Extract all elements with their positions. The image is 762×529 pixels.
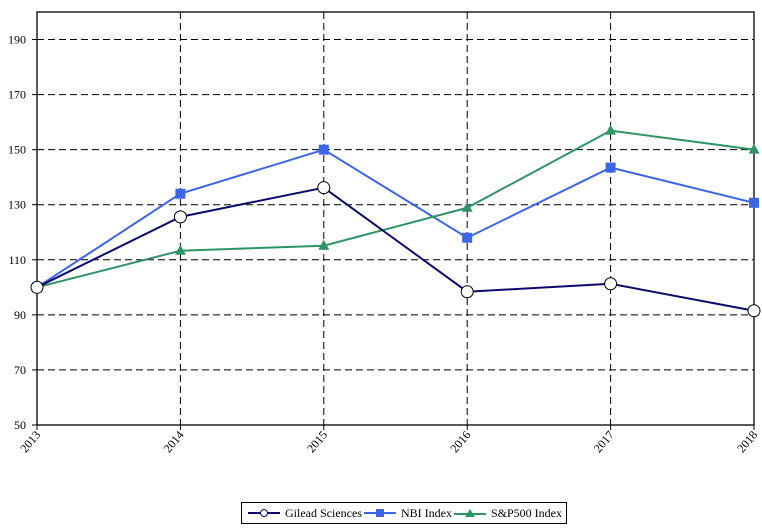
y-tick-label: 190: [8, 33, 26, 47]
legend-item-sp500: S&P500 Index: [452, 506, 562, 521]
triangle-marker-icon: [318, 239, 330, 250]
square-marker-icon: [175, 188, 186, 199]
y-tick-label: 90: [14, 308, 26, 322]
legend-item-gilead: Gilead Sciences: [246, 506, 362, 521]
x-tick-label: 2016: [447, 428, 473, 455]
legend-label-nbi: NBI Index: [400, 505, 452, 520]
series-line: [36, 129, 755, 289]
series-lines: [30, 124, 761, 318]
triangle-marker-icon: [174, 244, 186, 255]
series-line: [36, 186, 755, 312]
circle-marker-icon: [604, 277, 618, 291]
circle-marker-icon: [248, 509, 280, 517]
legend-item-nbi: NBI Index: [362, 506, 452, 521]
legend: Gilead Sciences NBI Index S&P500 Index: [241, 502, 567, 524]
circle-marker-icon: [173, 210, 187, 224]
x-axis: 2013 2014 2015 2016 2017 2018: [17, 425, 760, 455]
square-marker-icon: [318, 144, 329, 155]
y-tick-label: 130: [8, 198, 26, 212]
x-tick-label: 2017: [591, 428, 617, 455]
y-tick-label: 110: [8, 253, 26, 267]
grid-lines: [37, 12, 754, 425]
x-tick-label: 2018: [734, 428, 760, 455]
x-tick-label: 2015: [304, 428, 330, 455]
y-axis: 50 70 90 110 130 150 170 190: [8, 33, 37, 432]
legend-label-gilead: Gilead Sciences: [285, 505, 362, 520]
triangle-marker-icon: [748, 143, 760, 154]
square-marker-icon: [462, 232, 473, 243]
x-tick-label: 2014: [161, 428, 187, 455]
y-tick-label: 170: [8, 88, 26, 102]
triangle-marker-icon: [461, 201, 473, 212]
y-tick-label: 50: [14, 418, 26, 432]
circle-marker-icon: [317, 181, 331, 195]
circle-marker-icon: [30, 280, 44, 294]
y-tick-label: 150: [8, 143, 26, 157]
plot-area-border: [36, 11, 755, 426]
square-marker-icon: [605, 162, 616, 173]
square-marker-icon: [363, 509, 396, 517]
x-tick-label: 2013: [17, 428, 43, 455]
series-line: [36, 148, 755, 289]
triangle-marker-icon: [453, 509, 486, 517]
triangle-marker-icon: [605, 124, 617, 135]
legend-label-sp500: S&P500 Index: [490, 505, 562, 520]
circle-marker-icon: [747, 304, 761, 318]
circle-marker-icon: [460, 285, 474, 299]
square-marker-icon: [749, 197, 759, 208]
y-tick-label: 70: [14, 363, 26, 377]
